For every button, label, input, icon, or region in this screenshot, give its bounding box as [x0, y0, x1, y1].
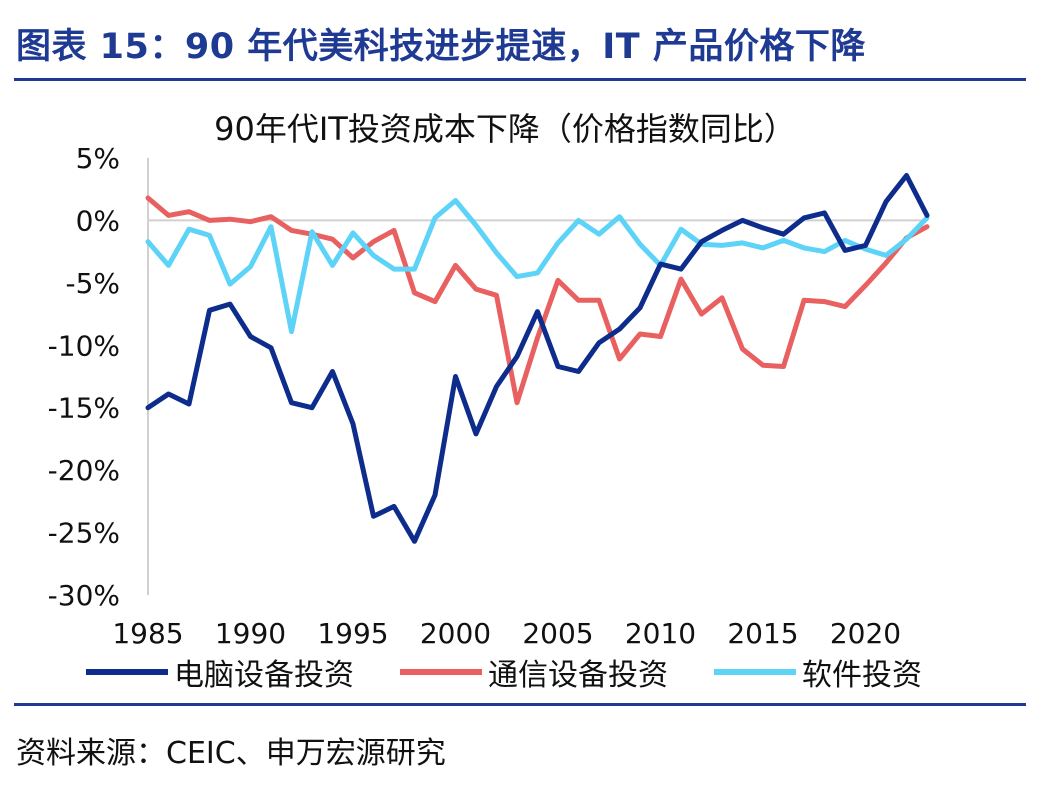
x-tick-label: 1995: [317, 617, 388, 650]
source-note: 资料来源：CEIC、申万宏源研究: [16, 736, 446, 771]
y-tick-label: -5%: [65, 267, 120, 300]
legend-label-telecom: 通信设备投资: [488, 658, 668, 693]
legend-swatch-software: [714, 669, 796, 675]
y-tick-label: -20%: [48, 454, 120, 487]
x-tick-label: 2020: [830, 617, 901, 650]
legend-item-computer: 电脑设备投资: [86, 650, 354, 694]
series-line-computer: [145, 173, 930, 544]
legend-label-computer: 电脑设备投资: [174, 658, 354, 693]
x-axis-ticks: 1985 1990 1995 2000 2005 2010 2015 2020: [112, 617, 901, 650]
y-tick-label: 0%: [76, 204, 120, 237]
series-lines: [145, 173, 930, 544]
x-tick-label: 2010: [625, 617, 696, 650]
x-tick-label: 2000: [420, 617, 491, 650]
legend-swatch-telecom: [400, 669, 482, 675]
y-axis-ticks: 5% 0% -5% -10% -15% -20% -25% -30%: [48, 142, 120, 612]
source-rule: [14, 703, 1026, 706]
x-tick-label: 1985: [112, 617, 183, 650]
y-tick-label: -25%: [48, 517, 120, 550]
y-tick-label: -10%: [48, 329, 120, 362]
x-tick-label: 1990: [215, 617, 286, 650]
x-tick-label: 2005: [522, 617, 593, 650]
legend-item-software: 软件投资: [714, 650, 922, 694]
legend-swatch-computer: [86, 669, 168, 675]
x-tick-label: 2015: [727, 617, 798, 650]
title-rule: [14, 78, 1026, 81]
axes: [147, 158, 927, 595]
figure-title: 图表 15：90 年代美科技进步提速，IT 产品价格下降: [16, 27, 866, 67]
line-chart: 90年代IT投资成本下降（价格指数同比） 5% 0% -5% -10% -15% -20%…: [48, 110, 930, 650]
chart-title: 90年代IT投资成本下降（价格指数同比）: [214, 110, 796, 148]
series-line-telecom: [145, 195, 930, 406]
series-line-software: [145, 198, 930, 335]
legend-label-software: 软件投资: [802, 658, 922, 693]
y-tick-label: -15%: [48, 392, 120, 425]
chart-legend: 电脑设备投资 通信设备投资 软件投资: [86, 650, 968, 694]
y-tick-label: -30%: [48, 579, 120, 612]
y-tick-label: 5%: [76, 142, 120, 175]
legend-item-telecom: 通信设备投资: [400, 650, 668, 694]
